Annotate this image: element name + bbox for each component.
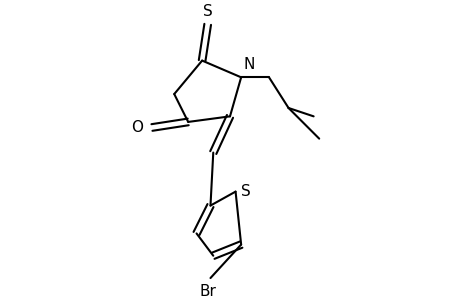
Text: S: S (202, 4, 212, 19)
Text: N: N (243, 57, 255, 72)
Text: Br: Br (199, 284, 216, 298)
Text: O: O (131, 120, 143, 135)
Text: S: S (241, 184, 250, 199)
